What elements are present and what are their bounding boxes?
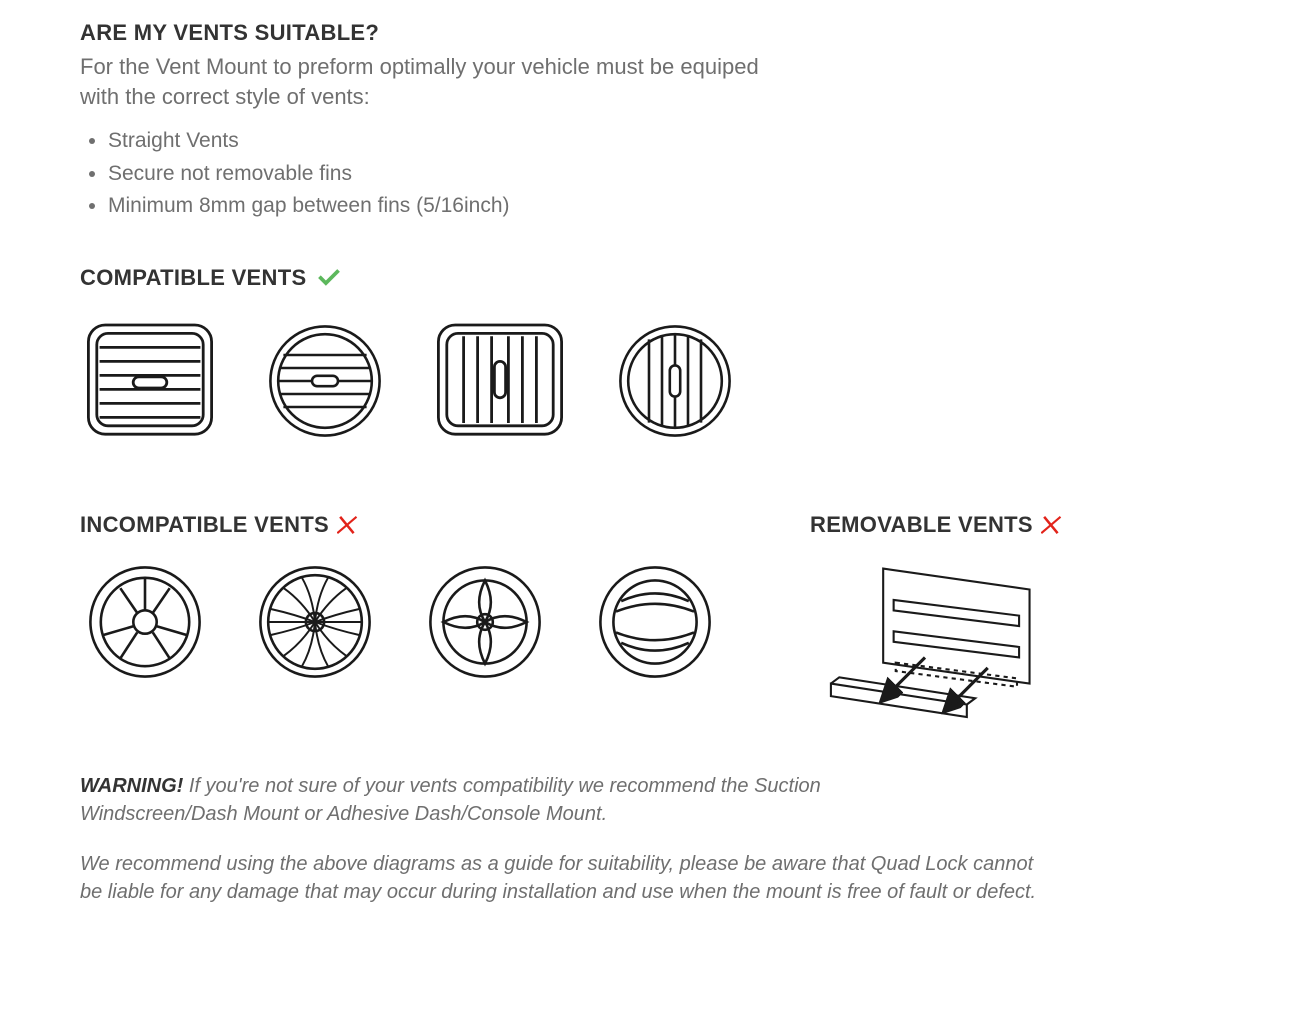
compatible-section: COMPATIBLE VENTS <box>80 263 1220 456</box>
vent-xcross-icon <box>420 557 550 692</box>
vent-rect-vert-icon <box>430 311 570 456</box>
removable-section: REMOVABLE VENTS <box>810 511 1220 742</box>
vent-spoke-icon <box>80 557 210 692</box>
vent-rect-horiz-icon <box>80 311 220 456</box>
vent-removable-icon <box>810 724 1040 741</box>
checkmark-icon <box>314 263 344 293</box>
x-icon <box>1041 511 1069 539</box>
warning-label: WARNING! <box>80 775 183 797</box>
removable-title: REMOVABLE VENTS <box>810 512 1033 538</box>
vent-round-horiz-icon <box>260 316 390 451</box>
intro-text: For the Vent Mount to preform optimally … <box>80 52 800 111</box>
incompatible-title: INCOMPATIBLE VENTS <box>80 512 329 538</box>
vent-round-vert-icon <box>610 316 740 451</box>
warning-body: If you're not sure of your vents compati… <box>80 775 821 825</box>
compatible-icons <box>80 311 1220 456</box>
requirement-item: Minimum 8mm gap between fins (5/16inch) <box>108 190 1220 223</box>
vent-sphere-icon <box>590 557 720 692</box>
x-icon <box>337 511 365 539</box>
compatible-title: COMPATIBLE VENTS <box>80 265 306 291</box>
requirements-list: Straight Vents Secure not removable fins… <box>80 125 1220 223</box>
incompatible-icons <box>80 557 720 692</box>
disclaimer-text: We recommend using the above diagrams as… <box>80 850 1040 906</box>
requirement-item: Straight Vents <box>108 125 1220 158</box>
warning-text: WARNING! If you're not sure of your vent… <box>80 772 980 828</box>
requirement-item: Secure not removable fins <box>108 158 1220 191</box>
incompatible-section: INCOMPATIBLE VENTS <box>80 511 720 692</box>
vent-turbine-icon <box>250 557 380 692</box>
page-title: ARE MY VENTS SUITABLE? <box>80 20 1220 46</box>
